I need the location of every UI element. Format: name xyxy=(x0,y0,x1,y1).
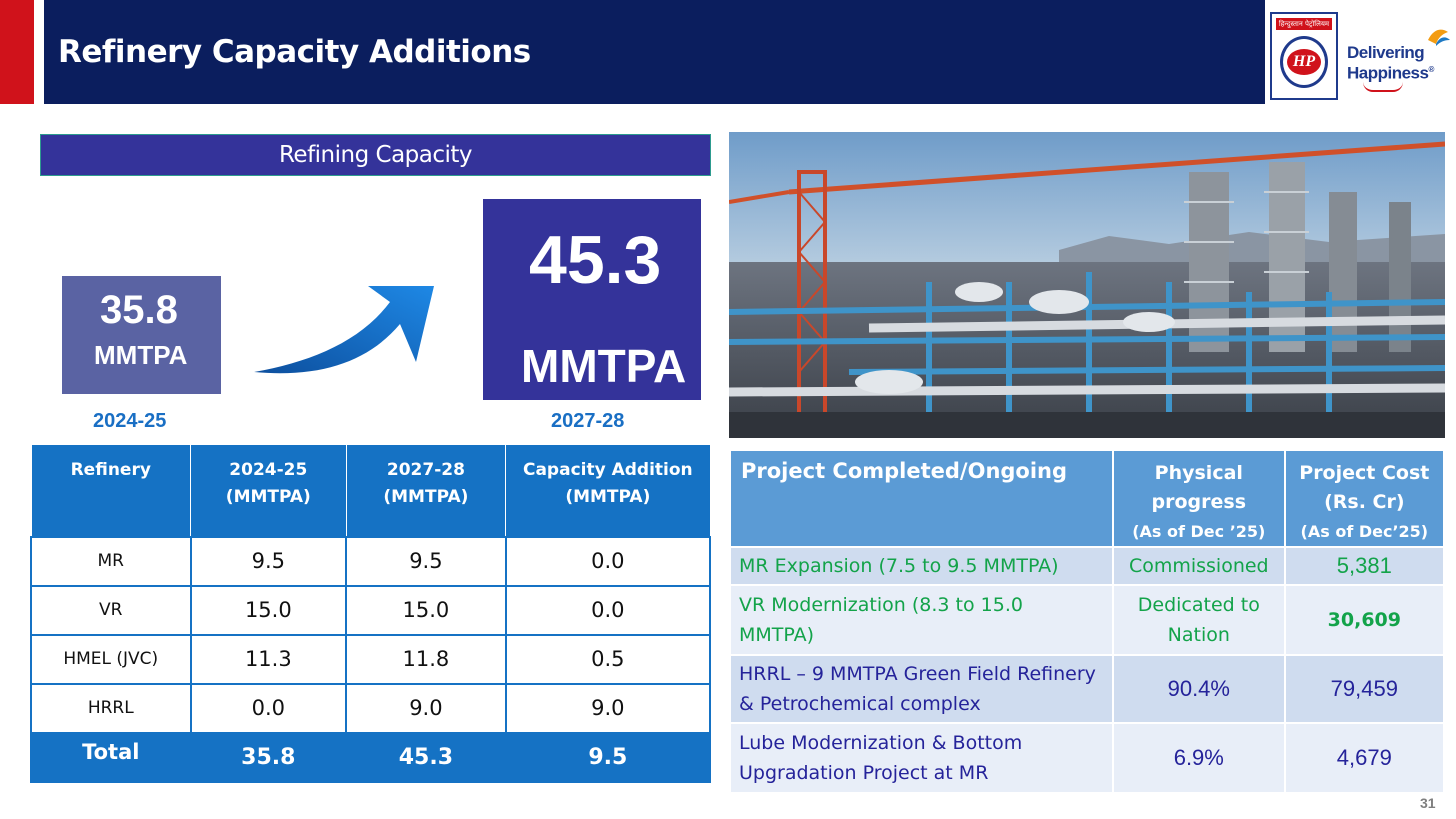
current-capacity-unit: MMTPA xyxy=(94,340,188,370)
growth-arrow-icon xyxy=(254,286,434,374)
page-title: Refinery Capacity Additions xyxy=(58,34,531,70)
red-accent-strip xyxy=(0,0,34,104)
project-progress: Dedicated to Nation xyxy=(1111,584,1286,656)
table-row: HMEL (JVC) 11.3 11.8 0.5 xyxy=(30,633,712,685)
refining-capacity-header: Refining Capacity xyxy=(40,134,711,176)
header-capacity-addition: Capacity Addition (MMTPA) xyxy=(505,444,711,537)
capacity-2024-25: 9.5 xyxy=(189,535,348,587)
header-project-cost: Project Cost (Rs. Cr) (As of Dec’25) xyxy=(1283,449,1446,548)
capacity-2027-28: 15.0 xyxy=(345,584,507,636)
refinery-name: MR xyxy=(30,535,192,587)
project-progress: Commissioned xyxy=(1111,546,1286,586)
capacity-2024-25: 0.0 xyxy=(189,682,348,734)
refinery-name: HMEL (JVC) xyxy=(30,633,192,685)
project-cost: 4,679 xyxy=(1283,722,1446,794)
header-refinery: Refinery xyxy=(30,444,192,537)
header-progress-label: Physical progress xyxy=(1151,462,1247,513)
target-capacity-value: 45.3 xyxy=(529,222,662,298)
smile-icon xyxy=(1363,82,1403,92)
header-physical-progress: Physical progress (As of Dec ’25) xyxy=(1111,449,1286,548)
capacity-addition: 0.0 xyxy=(504,535,712,587)
refinery-name: VR xyxy=(30,584,192,636)
table-row: VR Modernization (8.3 to 15.0 MMTPA) Ded… xyxy=(729,584,1446,656)
capacity-2024-25: 11.3 xyxy=(189,633,348,685)
target-capacity-unit: MMTPA xyxy=(521,340,687,392)
hp-emblem-text: HP xyxy=(1287,49,1321,75)
tagline: Delivering Happiness® xyxy=(1347,44,1447,92)
project-cost: 5,381 xyxy=(1283,546,1446,586)
total-label: Total xyxy=(30,731,192,783)
capacity-2024-25: 15.0 xyxy=(189,584,348,636)
total-2024-25: 35.8 xyxy=(189,731,348,783)
hp-emblem-icon: HP xyxy=(1280,36,1328,88)
tagline-line2: Happiness xyxy=(1347,63,1429,83)
table-row: MR Expansion (7.5 to 9.5 MMTPA) Commissi… xyxy=(729,546,1446,586)
project-name: Lube Modernization & Bottom Upgradation … xyxy=(729,722,1114,794)
capacity-addition: 9.0 xyxy=(504,682,712,734)
tagline-mark: ® xyxy=(1428,65,1434,74)
table-total-row: Total 35.8 45.3 9.5 xyxy=(30,731,712,783)
table-row: VR 15.0 15.0 0.0 xyxy=(30,584,712,636)
header-2024-25: 2024-25 (MMTPA) xyxy=(190,444,347,537)
hp-logo: हिन्दुस्तान पेट्रोलियम HP xyxy=(1270,12,1338,100)
capacity-2027-28: 9.5 xyxy=(345,535,507,587)
capacity-addition: 0.5 xyxy=(504,633,712,685)
capacity-2027-28: 9.0 xyxy=(345,682,507,734)
header-progress-sub: (As of Dec ’25) xyxy=(1132,522,1266,541)
header-2027-28: 2027-28 (MMTPA) xyxy=(345,444,507,537)
current-year-label: 2024-25 xyxy=(93,410,167,432)
project-cost: 30,609 xyxy=(1283,584,1446,656)
table-row: HRRL 0.0 9.0 9.0 xyxy=(30,682,712,734)
header-cost-label: Project Cost (Rs. Cr) xyxy=(1299,462,1430,513)
project-progress: 90.4% xyxy=(1111,654,1286,724)
project-name: VR Modernization (8.3 to 15.0 MMTPA) xyxy=(729,584,1114,656)
total-2027-28: 45.3 xyxy=(345,731,507,783)
tagline-line1: Delivering xyxy=(1347,43,1425,62)
project-progress: 6.9% xyxy=(1111,722,1286,794)
target-capacity-box: 45.3 MMTPA xyxy=(483,199,701,400)
projects-table: Project Completed/Ongoing Physical progr… xyxy=(729,449,1446,794)
current-capacity-value: 35.8 xyxy=(100,288,178,332)
capacity-addition: 0.0 xyxy=(504,584,712,636)
refinery-construction-photo xyxy=(729,132,1445,438)
page-number: 31 xyxy=(1420,795,1436,811)
refinery-name: HRRL xyxy=(30,682,192,734)
logo-hindi-text: हिन्दुस्तान पेट्रोलियम xyxy=(1276,18,1332,30)
project-name: MR Expansion (7.5 to 9.5 MMTPA) xyxy=(729,546,1114,586)
capacity-2027-28: 11.8 xyxy=(345,633,507,685)
target-year-label: 2027-28 xyxy=(551,410,625,432)
project-name: HRRL – 9 MMTPA Green Field Refinery & Pe… xyxy=(729,654,1114,724)
refinery-capacity-table: Refinery 2024-25 (MMTPA) 2027-28 (MMTPA)… xyxy=(30,444,712,783)
current-capacity-box: 35.8 MMTPA xyxy=(62,276,221,394)
header-project: Project Completed/Ongoing xyxy=(729,449,1114,548)
project-cost: 79,459 xyxy=(1283,654,1446,724)
table-header-row: Refinery 2024-25 (MMTPA) 2027-28 (MMTPA)… xyxy=(30,444,711,537)
header-cost-sub: (As of Dec’25) xyxy=(1300,522,1429,541)
title-bar: Refinery Capacity Additions xyxy=(44,0,1265,104)
total-capacity-addition: 9.5 xyxy=(504,731,712,783)
table-row: MR 9.5 9.5 0.0 xyxy=(30,535,712,587)
bird-icon xyxy=(1428,29,1450,46)
table-header-row: Project Completed/Ongoing Physical progr… xyxy=(729,449,1446,548)
table-row: Lube Modernization & Bottom Upgradation … xyxy=(729,722,1446,794)
table-row: HRRL – 9 MMTPA Green Field Refinery & Pe… xyxy=(729,654,1446,724)
